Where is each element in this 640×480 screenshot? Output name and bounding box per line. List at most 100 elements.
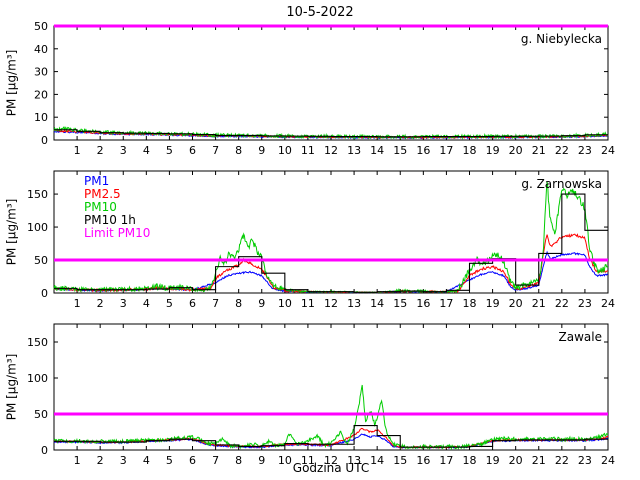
svg-text:7: 7 [212,144,219,157]
svg-text:8: 8 [235,297,242,310]
svg-text:21: 21 [532,144,546,157]
svg-text:0: 0 [41,287,48,300]
svg-text:1: 1 [74,297,81,310]
legend: PM1 PM2.5 PM10 PM10 1h Limit PM10 [84,175,150,240]
chart-title: 10-5-2022 [286,5,354,20]
svg-text:13: 13 [347,297,361,310]
y-axis-label-top: PM [µg/m³] [4,49,18,117]
svg-text:3: 3 [120,297,127,310]
svg-text:19: 19 [486,454,500,467]
svg-text:23: 23 [578,297,592,310]
x-axis-label: Godzina UTC [292,461,370,475]
svg-text:14: 14 [370,297,384,310]
svg-text:15: 15 [393,144,407,157]
svg-text:15: 15 [393,454,407,467]
svg-text:20: 20 [34,88,48,101]
svg-text:18: 18 [463,454,477,467]
svg-text:4: 4 [143,144,150,157]
svg-text:13: 13 [347,454,361,467]
svg-text:10: 10 [34,111,48,124]
svg-text:30: 30 [34,66,48,79]
svg-text:40: 40 [34,43,48,56]
svg-text:19: 19 [486,297,500,310]
svg-text:14: 14 [370,144,384,157]
svg-text:20: 20 [509,144,523,157]
svg-text:1: 1 [74,144,81,157]
svg-text:14: 14 [370,454,384,467]
svg-text:7: 7 [212,454,219,467]
svg-text:6: 6 [189,297,196,310]
svg-text:2: 2 [97,144,104,157]
station-label-niebylecka: g. Niebylecka [520,32,602,46]
svg-text:0: 0 [41,134,48,147]
svg-text:16: 16 [416,144,430,157]
legend-item-pm1: PM1 [84,174,110,188]
svg-text:9: 9 [258,454,265,467]
svg-text:3: 3 [120,454,127,467]
svg-text:2: 2 [97,454,104,467]
svg-text:12: 12 [324,144,338,157]
svg-text:10: 10 [278,454,292,467]
y-axis-label-bottom: PM [µg/m³] [4,353,18,421]
svg-text:150: 150 [27,188,48,201]
svg-text:21: 21 [532,454,546,467]
svg-text:20: 20 [509,454,523,467]
svg-text:5: 5 [166,454,173,467]
svg-text:1: 1 [74,454,81,467]
svg-text:17: 17 [439,454,453,467]
svg-text:7: 7 [212,297,219,310]
svg-text:9: 9 [258,297,265,310]
svg-text:17: 17 [439,144,453,157]
svg-text:100: 100 [27,372,48,385]
svg-text:8: 8 [235,144,242,157]
svg-text:6: 6 [189,454,196,467]
svg-text:10: 10 [278,297,292,310]
svg-text:24: 24 [601,144,615,157]
svg-text:22: 22 [555,454,569,467]
svg-text:16: 16 [416,454,430,467]
svg-text:6: 6 [189,144,196,157]
svg-text:5: 5 [166,144,173,157]
svg-text:2: 2 [97,297,104,310]
svg-text:11: 11 [301,297,315,310]
svg-text:23: 23 [578,454,592,467]
svg-text:3: 3 [120,144,127,157]
svg-text:10: 10 [278,144,292,157]
svg-text:12: 12 [324,454,338,467]
svg-text:24: 24 [601,454,615,467]
legend-item-pm10-1h: PM10 1h [84,213,136,227]
svg-text:4: 4 [143,454,150,467]
svg-text:150: 150 [27,336,48,349]
legend-item-limit: Limit PM10 [84,226,151,240]
svg-text:5: 5 [166,297,173,310]
svg-text:4: 4 [143,297,150,310]
svg-text:23: 23 [578,144,592,157]
legend-item-pm10: PM10 [84,200,117,214]
svg-text:15: 15 [393,297,407,310]
legend-item-pm25: PM2.5 [84,187,121,201]
svg-text:9: 9 [258,144,265,157]
svg-text:11: 11 [301,454,315,467]
svg-text:22: 22 [555,297,569,310]
svg-text:18: 18 [463,144,477,157]
svg-text:0: 0 [41,444,48,457]
svg-text:12: 12 [324,297,338,310]
svg-text:17: 17 [439,297,453,310]
svg-text:22: 22 [555,144,569,157]
station-label-zarnowska: g. Zarnowska [521,177,602,191]
svg-text:50: 50 [34,254,48,267]
svg-text:100: 100 [27,221,48,234]
svg-text:19: 19 [486,144,500,157]
svg-text:50: 50 [34,20,48,33]
station-label-zawale: Zawale [558,330,602,344]
svg-text:50: 50 [34,408,48,421]
svg-text:20: 20 [509,297,523,310]
svg-text:21: 21 [532,297,546,310]
svg-text:24: 24 [601,297,615,310]
svg-text:16: 16 [416,297,430,310]
svg-text:18: 18 [463,297,477,310]
svg-text:8: 8 [235,454,242,467]
svg-text:11: 11 [301,144,315,157]
